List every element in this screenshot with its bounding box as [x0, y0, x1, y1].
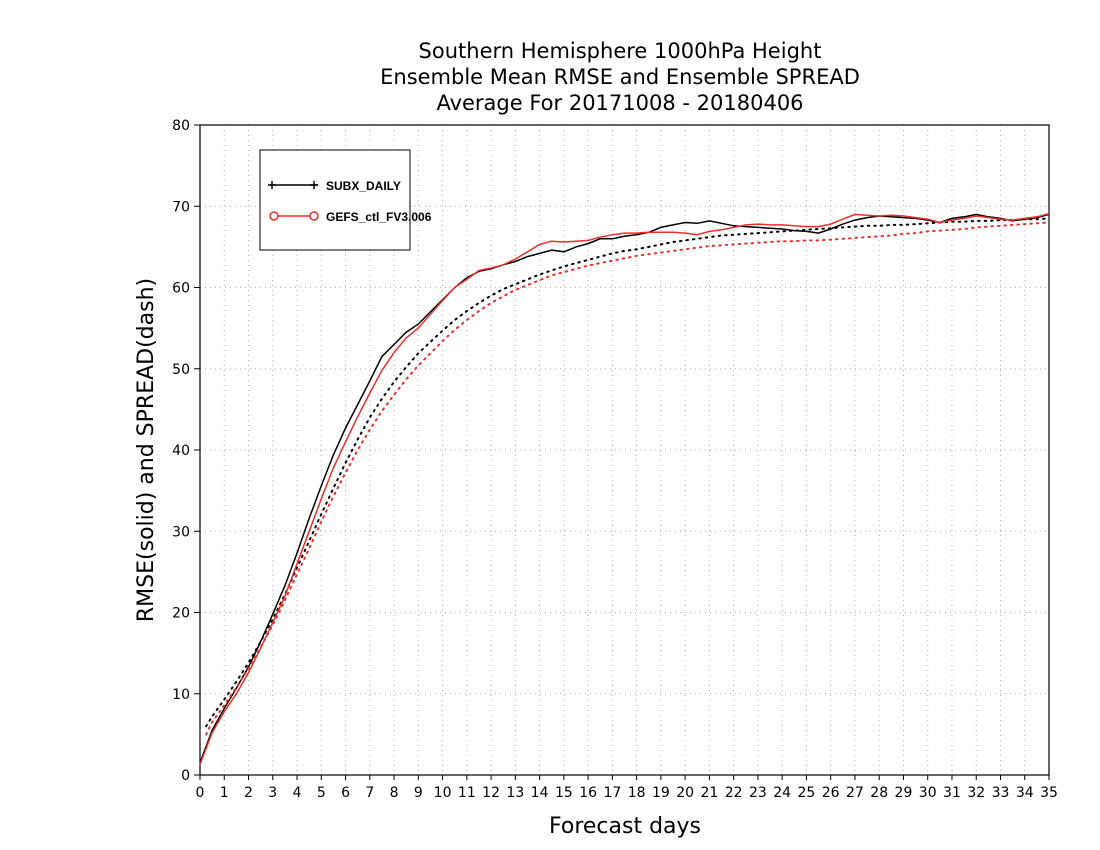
x-tick-label: 17 — [603, 785, 621, 801]
x-tick-label: 5 — [317, 785, 326, 801]
x-tick-label: 15 — [555, 785, 573, 801]
x-tick-label: 2 — [244, 785, 253, 801]
x-tick-label: 11 — [458, 785, 476, 801]
x-tick-label: 22 — [725, 785, 743, 801]
y-tick-label: 0 — [181, 768, 190, 784]
x-tick-label: 33 — [992, 785, 1010, 801]
chart-title-line-3: Average For 20171008 - 20180406 — [436, 91, 803, 115]
x-tick-label: 28 — [870, 785, 888, 801]
y-tick-label: 40 — [172, 443, 190, 459]
x-tick-label: 26 — [822, 785, 840, 801]
legend-marker-plus-icon — [268, 181, 318, 189]
x-tick-label: 16 — [579, 785, 597, 801]
y-tick-label: 10 — [172, 687, 190, 703]
x-tick-label: 18 — [628, 785, 646, 801]
x-tick-label: 21 — [700, 785, 718, 801]
legend-entry-subx: SUBX_DAILY — [268, 179, 401, 193]
y-tick-label: 30 — [172, 524, 190, 540]
x-tick-label: 8 — [390, 785, 399, 801]
y-tick-label: 20 — [172, 606, 190, 622]
legend-entry-gefs: GEFS_ctl_FV3.006 — [269, 210, 432, 224]
x-tick-label: 23 — [749, 785, 767, 801]
chart-title-line-1: Southern Hemisphere 1000hPa Height — [419, 39, 822, 63]
grid-lines — [200, 125, 1049, 775]
chart-titles: Southern Hemisphere 1000hPa Height Ensem… — [380, 39, 860, 115]
y-axis-label: RMSE(solid) and SPREAD(dash) — [134, 278, 159, 622]
series-spread-gefs — [205, 221, 1050, 736]
x-tick-label: 13 — [506, 785, 524, 801]
series-spread-subx — [205, 217, 1050, 728]
x-tick-label: 6 — [341, 785, 350, 801]
x-tick-label: 20 — [676, 785, 694, 801]
x-tick-label: 14 — [531, 785, 549, 801]
x-tick-label: 4 — [293, 785, 302, 801]
x-tick-label: 7 — [365, 785, 374, 801]
x-tick-label: 25 — [798, 785, 816, 801]
y-tick-label: 50 — [172, 362, 190, 378]
x-tick-label: 29 — [895, 785, 913, 801]
x-tick-label: 3 — [268, 785, 277, 801]
x-tick-label: 30 — [919, 785, 937, 801]
x-tick-label: 10 — [434, 785, 452, 801]
y-tick-label: 60 — [172, 281, 190, 297]
legend-marker-circle-icon — [309, 211, 319, 221]
x-axis-label: Forecast days — [549, 814, 701, 839]
legend-label-gefs: GEFS_ctl_FV3.006 — [326, 210, 432, 224]
x-tick-label: 0 — [196, 785, 205, 801]
legend: SUBX_DAILY GEFS_ctl_FV3.006 — [259, 149, 432, 251]
x-tick-label: 19 — [652, 785, 670, 801]
legend-box — [259, 149, 411, 251]
series-rmse-subx — [199, 213, 1050, 764]
series-layer — [199, 212, 1050, 765]
x-tick-label: 24 — [773, 785, 791, 801]
y-tick-label: 70 — [172, 199, 190, 215]
y-tick-label: 80 — [172, 118, 190, 134]
chart-title-line-2: Ensemble Mean RMSE and Ensemble SPREAD — [380, 65, 860, 89]
series-rmse-gefs — [199, 212, 1050, 765]
x-tick-label: 12 — [482, 785, 500, 801]
x-tick-label: 9 — [414, 785, 423, 801]
x-tick-label: 1 — [220, 785, 229, 801]
x-tick-label: 31 — [943, 785, 961, 801]
axes: 0 1 2 3 4 5 6 7 8 9 10 11 12 13 14 15 16 17 18 19 20 21 22 23 24… — [172, 118, 1058, 801]
legend-label-subx: SUBX_DAILY — [326, 179, 401, 193]
x-tick-label: 34 — [1016, 785, 1034, 801]
x-tick-label: 32 — [967, 785, 985, 801]
legend-marker-circle-icon — [269, 211, 279, 221]
x-tick-label: 27 — [846, 785, 864, 801]
x-tick-label: 35 — [1040, 785, 1058, 801]
